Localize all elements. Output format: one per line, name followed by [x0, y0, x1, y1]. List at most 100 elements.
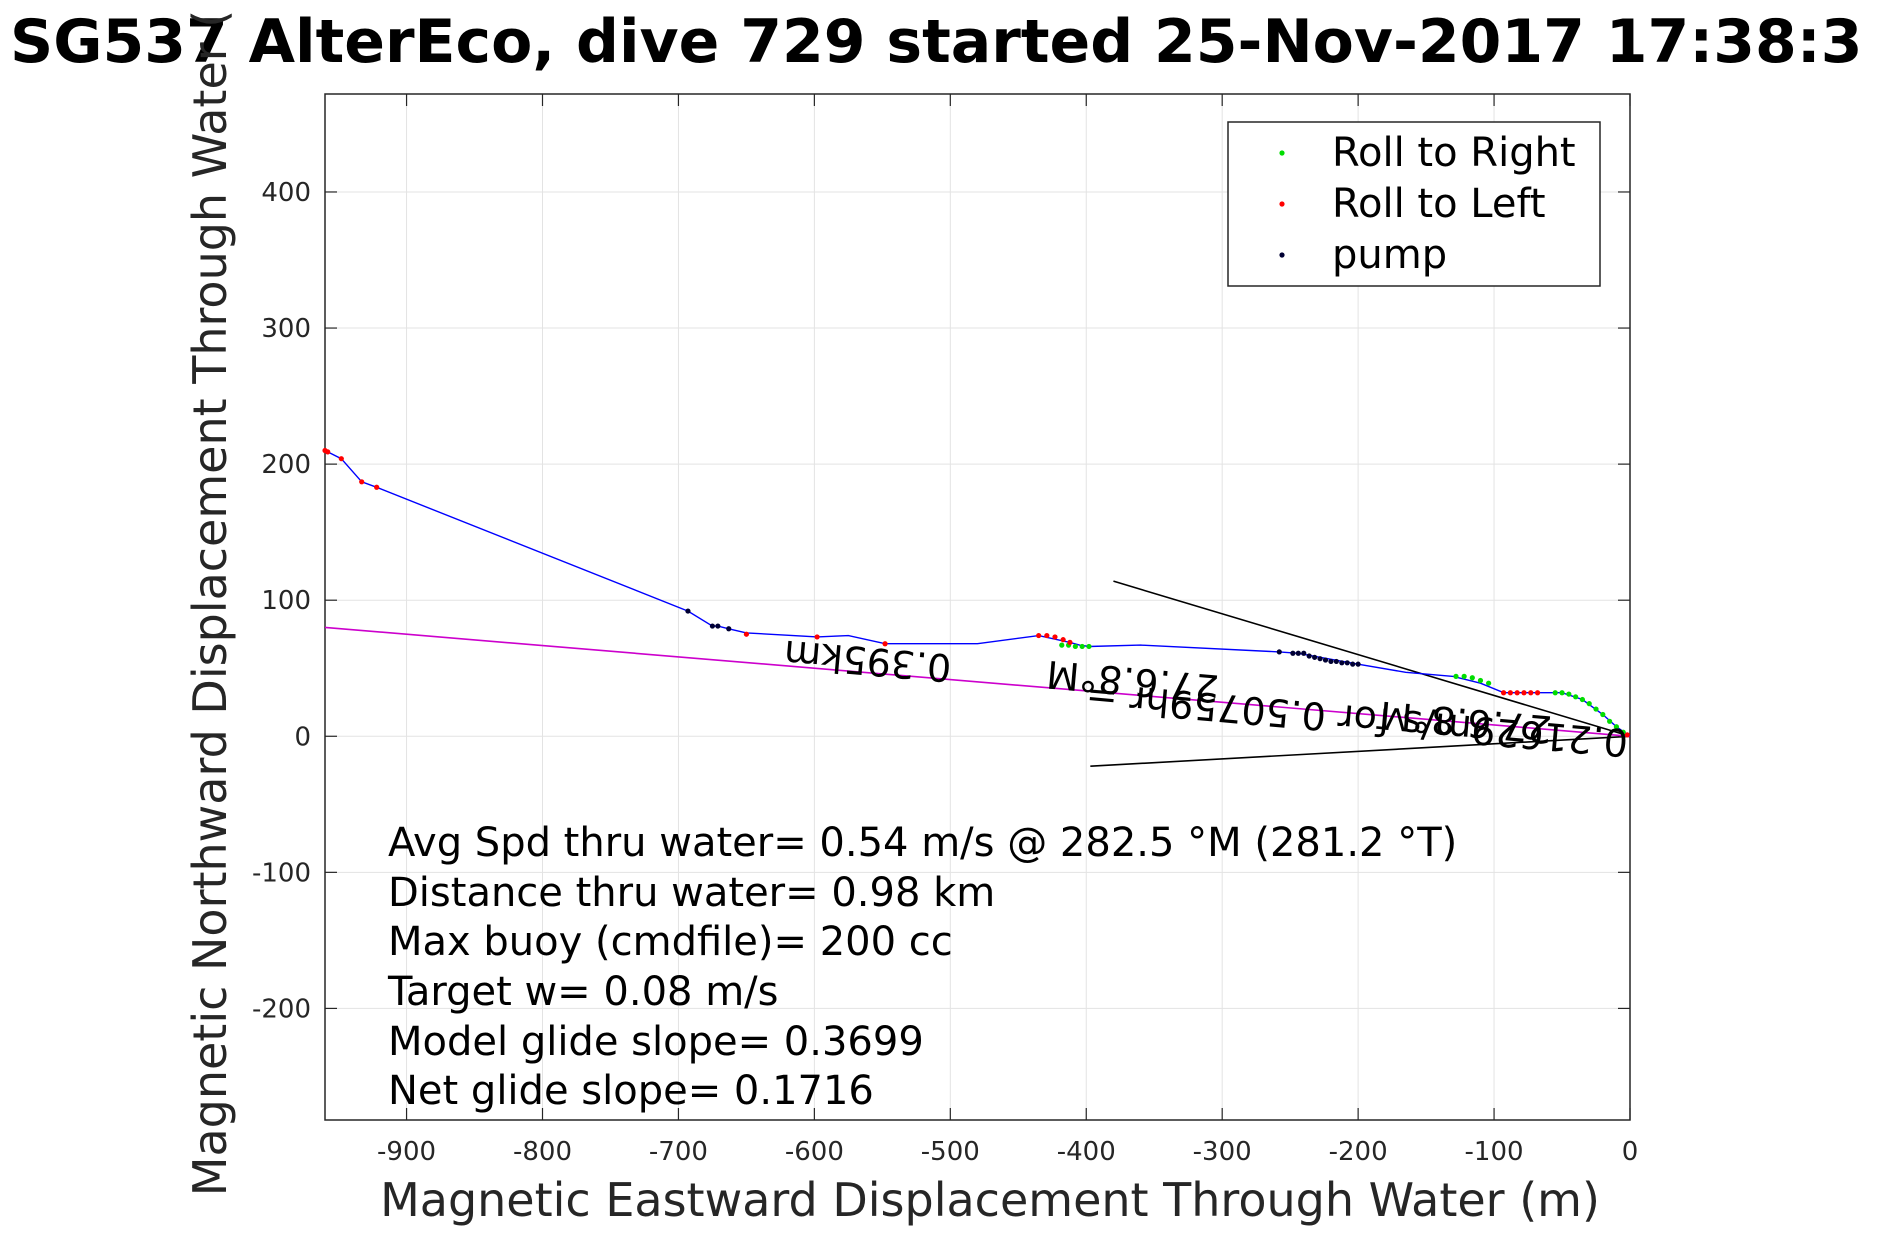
roll-right-point — [1552, 690, 1558, 696]
legend-label-pump: pump — [1332, 232, 1447, 278]
roll-right-point — [1579, 696, 1586, 703]
y-tick-label: -100 — [252, 858, 311, 888]
legend: Roll to Right Roll to Left pump — [1227, 121, 1601, 287]
roll-right-point — [1573, 694, 1579, 700]
x-axis-label: Magnetic Eastward Displacement Through W… — [380, 1173, 1600, 1227]
legend-marker-pump — [1279, 252, 1285, 258]
pump-point — [709, 623, 716, 629]
roll-left-point — [1036, 632, 1042, 639]
pump-point — [1301, 650, 1307, 656]
legend-box — [1227, 121, 1601, 287]
x-tick-label: -400 — [1057, 1137, 1116, 1167]
roll-left-point — [325, 449, 331, 455]
roll-right-point — [1586, 701, 1592, 707]
roll-right-point — [1559, 690, 1565, 696]
pump-point — [1290, 650, 1296, 656]
stat-avg-speed: Avg Spd thru water= 0.54 m/s @ 282.5 °M … — [388, 820, 1457, 866]
stat-net-glide: Net glide slope= 0.1716 — [388, 1068, 874, 1114]
roll-left-point — [1052, 634, 1058, 640]
stat-max-buoy: Max buoy (cmdfile)= 200 cc — [388, 919, 953, 965]
pump-point — [1276, 649, 1282, 655]
roll-left-point — [1044, 632, 1050, 639]
pump-point — [715, 623, 721, 629]
roll-left-point — [814, 634, 820, 640]
pump-point — [1312, 654, 1318, 660]
x-tick-label: -900 — [377, 1137, 436, 1167]
roll-left-point — [359, 479, 365, 485]
pump-point — [726, 626, 732, 632]
x-tick-label: -100 — [1465, 1137, 1524, 1167]
stat-distance: Distance thru water= 0.98 km — [388, 870, 995, 916]
x-tick-label: -800 — [513, 1137, 572, 1167]
y-tick-label: 100 — [261, 586, 311, 616]
axis-ticks: -900 -800 -700 -600 -500 -400 -300 -200 -100 0 -20… — [252, 94, 1638, 1167]
roll-right-point — [1453, 673, 1459, 679]
plot-frame — [324, 93, 1631, 1121]
x-tick-label: -600 — [785, 1137, 844, 1167]
legend-label-roll-right: Roll to Right — [1332, 130, 1576, 176]
roll-right-point — [1600, 711, 1606, 718]
roll-left-point — [1528, 690, 1534, 696]
pump-point — [685, 608, 691, 614]
reference-lines — [324, 580, 1631, 768]
roll-right-point — [1059, 642, 1065, 648]
data-points — [322, 447, 1630, 738]
roll-left-point — [1067, 639, 1073, 645]
roll-left-point — [882, 641, 888, 647]
stat-model-glide: Model glide slope= 0.3699 — [388, 1019, 924, 1065]
roll-left-point — [743, 631, 750, 637]
pump-point — [1355, 661, 1361, 667]
roll-right-point — [1469, 675, 1475, 681]
y-tick-label: 300 — [261, 314, 311, 344]
roll-left-point — [1507, 690, 1513, 696]
y-tick-label: 400 — [261, 178, 311, 208]
roll-right-point — [1620, 729, 1626, 735]
x-tick-label: -500 — [921, 1137, 980, 1167]
legend-marker-roll-left — [1279, 201, 1285, 207]
pump-point — [1350, 661, 1356, 667]
roll-right-point — [1477, 677, 1484, 684]
legend-marker-roll-right — [1279, 150, 1285, 156]
y-tick-label: 200 — [261, 450, 311, 480]
roll-left-point — [1514, 690, 1520, 696]
roll-right-point — [1461, 673, 1467, 679]
pump-point — [1333, 658, 1339, 665]
pump-point — [1339, 660, 1345, 666]
roll-left-point — [1500, 690, 1507, 696]
roll-left-point — [338, 456, 344, 462]
stat-target-w: Target w= 0.08 m/s — [387, 969, 778, 1015]
roll-left-point — [1521, 690, 1527, 696]
stats-block: Avg Spd thru water= 0.54 m/s @ 282.5 °M … — [387, 820, 1457, 1114]
chart-title: SG537 AlterEco, dive 729 started 25-Nov-… — [10, 7, 1863, 77]
pump-point — [1306, 653, 1312, 659]
cone-upper-line — [1113, 580, 1631, 738]
roll-left-point — [1534, 690, 1541, 696]
pump-point — [1344, 660, 1350, 666]
y-axis-label: Magnetic Northward Displacement Through … — [183, 10, 237, 1196]
x-tick-label: -200 — [1329, 1137, 1388, 1167]
roll-right-point — [1566, 691, 1572, 697]
pump-point — [1322, 657, 1329, 663]
y-tick-label: 0 — [294, 722, 311, 752]
x-tick-label: -700 — [649, 1137, 708, 1167]
roll-right-point — [1079, 643, 1085, 650]
pump-point — [1295, 650, 1301, 656]
x-tick-label: 0 — [1622, 1137, 1639, 1167]
roll-left-point — [1624, 732, 1630, 738]
roll-right-point — [1593, 706, 1599, 712]
roll-right-point — [1607, 718, 1613, 724]
cone-lower-line — [1090, 735, 1631, 768]
roll-right-point — [1486, 680, 1492, 686]
pump-point — [1317, 656, 1323, 662]
current-vector-line — [324, 626, 1631, 738]
pump-point — [1328, 658, 1334, 665]
roll-right-point — [1072, 643, 1078, 650]
roll-left-point — [374, 484, 380, 490]
x-tick-label: -300 — [1193, 1137, 1252, 1167]
roll-left-point — [1060, 637, 1066, 643]
y-tick-label: -200 — [252, 994, 311, 1024]
roll-right-point — [1086, 643, 1092, 650]
legend-label-roll-left: Roll to Left — [1332, 181, 1546, 227]
roll-right-point — [1613, 724, 1620, 730]
